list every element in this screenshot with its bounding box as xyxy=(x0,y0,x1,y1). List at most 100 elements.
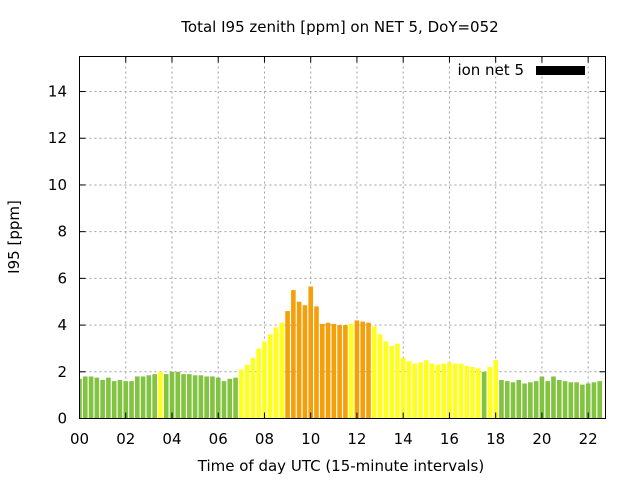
y-tick-label: 14 xyxy=(48,83,67,101)
y-tick-label: 8 xyxy=(57,223,67,241)
bar xyxy=(533,381,539,419)
bar xyxy=(585,383,591,419)
bar xyxy=(163,374,169,419)
bar xyxy=(429,363,435,419)
bar xyxy=(343,325,348,419)
bar xyxy=(285,311,290,419)
bar xyxy=(152,374,157,419)
legend: ion net 5 xyxy=(457,61,585,79)
bar xyxy=(487,367,493,419)
y-tick-label: 6 xyxy=(57,269,67,287)
bar xyxy=(79,378,82,419)
bar xyxy=(239,369,244,419)
bar xyxy=(551,376,556,419)
bar xyxy=(94,377,100,419)
x-tick-label: 20 xyxy=(532,430,551,448)
bar xyxy=(504,381,510,419)
bar xyxy=(464,365,470,419)
x-tick-label: 04 xyxy=(162,430,181,448)
bar xyxy=(140,376,146,419)
bar xyxy=(198,375,204,419)
y-tick-label: 12 xyxy=(48,129,67,147)
bar xyxy=(169,371,175,419)
bar xyxy=(522,383,527,419)
x-tick-label: 02 xyxy=(116,430,135,448)
plot-frame xyxy=(79,56,606,419)
bar xyxy=(187,374,192,419)
bar xyxy=(528,382,533,419)
legend-label: ion net 5 xyxy=(457,61,524,79)
bar xyxy=(412,363,418,419)
x-axis-label: Time of day UTC (15-minute intervals) xyxy=(197,457,484,475)
bar xyxy=(308,286,314,419)
bar xyxy=(458,363,464,419)
bar xyxy=(447,362,452,419)
bar xyxy=(360,321,366,419)
y-tick-label: 0 xyxy=(57,410,67,428)
bar xyxy=(267,334,273,419)
bar xyxy=(348,323,354,419)
y-axis-label: I95 [ppm] xyxy=(5,200,23,274)
bar xyxy=(134,376,140,419)
bar xyxy=(441,363,446,419)
bar xyxy=(221,381,227,419)
bar xyxy=(371,326,377,419)
bar xyxy=(273,327,279,419)
bar xyxy=(291,290,296,419)
bar xyxy=(452,363,458,419)
bar xyxy=(568,382,574,419)
bar xyxy=(562,381,568,419)
bar xyxy=(377,334,383,419)
bar xyxy=(539,376,545,419)
bar xyxy=(302,305,308,419)
bar xyxy=(123,381,129,419)
bar xyxy=(435,364,441,419)
x-tick-label: 00 xyxy=(70,430,89,448)
bar xyxy=(296,301,302,419)
bar xyxy=(597,381,603,419)
bar xyxy=(181,374,186,419)
x-tick-label: 06 xyxy=(209,430,228,448)
bar xyxy=(499,379,504,419)
bar xyxy=(204,376,209,419)
bar xyxy=(325,322,331,419)
x-tick-label: 16 xyxy=(440,430,459,448)
x-tick-label: 18 xyxy=(486,430,505,448)
bar xyxy=(158,371,163,419)
bar xyxy=(424,360,429,419)
bar xyxy=(192,375,198,419)
y-tick-label: 10 xyxy=(48,176,67,194)
bar xyxy=(106,377,111,419)
bar xyxy=(215,377,221,419)
x-tick-label: 14 xyxy=(394,430,413,448)
bar xyxy=(383,341,389,419)
bar xyxy=(233,377,238,419)
bar xyxy=(82,376,88,419)
bar xyxy=(545,381,551,419)
bar xyxy=(227,378,233,419)
bar xyxy=(493,360,498,419)
bar xyxy=(175,371,181,419)
bar xyxy=(117,379,123,419)
bar xyxy=(244,364,250,419)
bar xyxy=(400,357,406,419)
bar xyxy=(580,384,585,419)
bar xyxy=(88,376,94,419)
bar xyxy=(111,381,117,419)
bar xyxy=(314,306,319,419)
bar xyxy=(510,382,516,419)
bar xyxy=(279,322,285,419)
x-tick-label: 22 xyxy=(579,430,598,448)
y-tick-label: 2 xyxy=(57,363,67,381)
bar xyxy=(389,346,394,419)
bar xyxy=(516,379,522,419)
bar xyxy=(210,376,215,419)
bar xyxy=(129,381,134,419)
y-tick-label: 4 xyxy=(57,316,67,334)
bar xyxy=(250,357,256,419)
bar xyxy=(476,368,481,419)
x-tick-label: 12 xyxy=(347,430,366,448)
bar xyxy=(354,320,360,419)
x-tick-label: 10 xyxy=(301,430,320,448)
